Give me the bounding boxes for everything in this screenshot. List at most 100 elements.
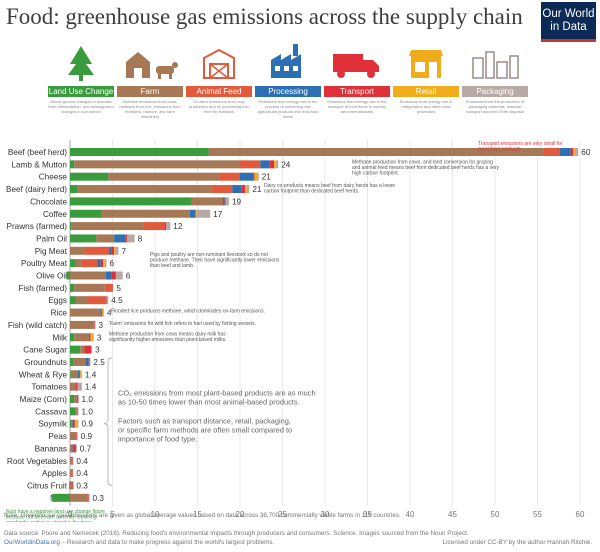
bar-segment — [96, 234, 115, 243]
bar-segment — [70, 333, 75, 342]
bar-segment — [70, 395, 75, 403]
x-tick-label: 5 — [110, 510, 115, 519]
bar-segment — [70, 222, 72, 231]
annotation-text: Dairy co-products means beef from dairy … — [264, 183, 396, 195]
logo-line-2: in Data — [550, 20, 587, 33]
bar-segment — [70, 419, 72, 428]
bar-total-label: 0.9 — [81, 432, 93, 441]
bar-segment — [79, 370, 81, 379]
annotation-text: Methane production from cows, and land c… — [352, 159, 500, 176]
bar-total-label: 2.5 — [93, 358, 105, 367]
owid-logo[interactable]: Our World in Data — [541, 2, 596, 42]
bar-segment — [74, 283, 105, 292]
bar-segment — [274, 160, 276, 169]
stage-transport: Transport Emissions from energy use in t… — [324, 42, 390, 114]
bar-segment — [91, 345, 93, 354]
annotation-text: Pigs and poultry are non-ruminant livest… — [150, 252, 280, 269]
bar-total-label: 6 — [110, 259, 115, 268]
category-label: Wheat & Rye — [19, 370, 68, 379]
bar-segment — [90, 333, 93, 342]
retail-icon — [409, 50, 443, 78]
stage-land-use-change: Land Use Change Above-ground changes in … — [48, 42, 114, 114]
bar-total-label: 4.5 — [111, 296, 123, 305]
stage-description: Above-ground changes in biomass from def… — [48, 99, 114, 114]
bar-segment — [89, 357, 91, 366]
bar-segment — [543, 148, 560, 156]
bar-segment — [71, 469, 73, 478]
stage-label: Animal Feed — [186, 86, 252, 97]
bar-segment — [94, 320, 96, 329]
bar-segment — [70, 382, 76, 391]
bar-segment — [111, 246, 115, 255]
category-label: Chocolate — [30, 197, 67, 206]
bar-segment — [115, 246, 119, 255]
bar-total-label: 0.7 — [80, 444, 92, 453]
nuts-annotation: Nuts have a negative land use change fig… — [6, 509, 105, 522]
bar-segment — [241, 185, 246, 194]
bar-segment — [260, 160, 270, 169]
bar-segment — [75, 382, 78, 391]
bar-total-label: 8 — [138, 234, 143, 243]
bar-segment — [70, 209, 102, 218]
bar-segment — [72, 469, 74, 478]
bar-segment — [97, 259, 101, 268]
supply-chain-stages: Land Use Change Above-ground changes in … — [48, 42, 528, 140]
stage-description: On-farm emissions from crop production a… — [189, 99, 249, 114]
bar-segment — [70, 345, 81, 354]
bar-segment — [73, 357, 86, 366]
bar-segment — [211, 185, 233, 194]
bar-segment — [240, 172, 254, 181]
bar-total-label: 7 — [121, 247, 126, 256]
category-label: Coffee — [43, 210, 67, 219]
bar-segment — [92, 333, 94, 342]
category-label: Cheese — [39, 173, 68, 182]
bar-total-label: 12 — [173, 222, 183, 231]
bar-segment — [75, 432, 77, 441]
stage-retail: Retail Emissions from energy use in refr… — [393, 42, 459, 114]
bar-total-label: 21 — [252, 185, 262, 194]
category-label: Prawns (farmed) — [6, 222, 67, 231]
x-tick-label: 15 — [193, 510, 202, 519]
bar-segment — [87, 296, 106, 305]
footer-credit: OurWorldinData.org – Research and data t… — [4, 539, 274, 546]
bar-segment — [232, 185, 242, 194]
bar-segment — [70, 148, 209, 156]
category-label: Peas — [48, 432, 67, 441]
bar-segment — [245, 185, 247, 194]
category-label: Poultry Meat — [21, 259, 68, 268]
bar-segment — [77, 395, 79, 403]
owid-link[interactable]: OurWorldinData.org — [4, 539, 60, 546]
x-tick-label: 60 — [576, 510, 585, 519]
category-label: Bananas — [35, 444, 67, 453]
bar-segment — [104, 259, 107, 268]
bar-segment — [75, 259, 82, 268]
bar-segment — [87, 493, 89, 502]
bar-segment — [112, 283, 114, 292]
stage-label: Transport — [324, 86, 390, 97]
bar-total-label: 5 — [116, 284, 121, 293]
bar-segment — [71, 222, 144, 231]
category-label: Tomatoes — [32, 383, 68, 392]
bar-segment — [570, 148, 574, 156]
stage-processing: Processing Emissions from energy use in … — [255, 42, 321, 119]
bar-segment — [70, 469, 72, 478]
bar-segment — [74, 419, 76, 428]
tree-icon — [68, 46, 94, 81]
stage-label: Farm — [117, 86, 183, 97]
category-label: Cane Sugar — [23, 346, 67, 355]
x-tick-label: 50 — [491, 510, 500, 519]
bar-total-label: 21 — [262, 173, 272, 182]
bar-segment — [93, 320, 95, 329]
packaging-icon — [472, 51, 519, 79]
bar-segment — [196, 209, 211, 218]
bar-segment — [75, 444, 77, 453]
bar-segment — [74, 395, 77, 403]
bar-segment — [194, 209, 196, 218]
bar-segment — [84, 345, 92, 354]
category-label: Eggs — [48, 296, 67, 305]
bar-segment — [70, 493, 88, 502]
bar-segment — [70, 370, 78, 379]
bar-segment — [73, 444, 76, 453]
bar-segment — [126, 234, 135, 243]
bar-segment — [109, 246, 112, 255]
